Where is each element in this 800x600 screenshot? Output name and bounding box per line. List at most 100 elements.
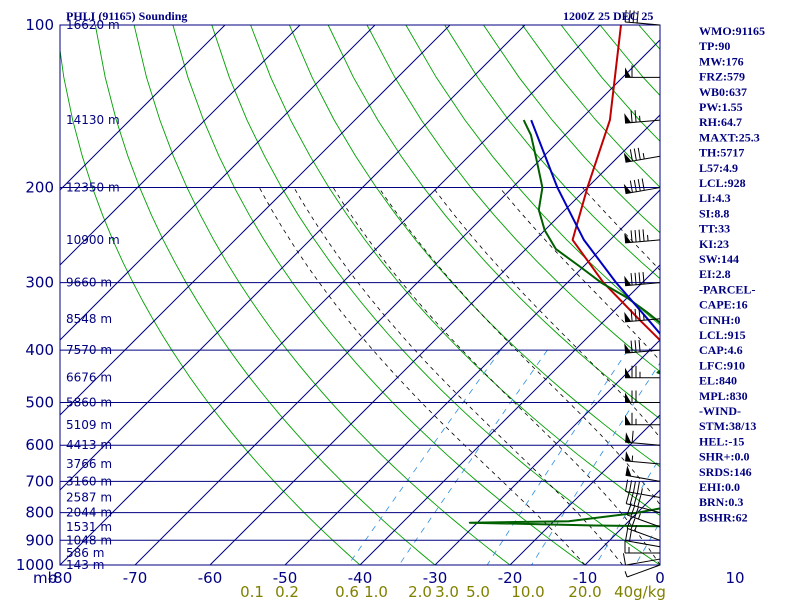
temperature-tick-label: 0 (655, 569, 665, 587)
height-label: 5860 m (66, 395, 112, 409)
dry-adiabat-line (405, 25, 660, 326)
pressure-tick-label: 600 (25, 436, 54, 454)
temperature-tick-label: 10 (725, 569, 744, 587)
index-readout: -PARCEL- (699, 282, 755, 296)
height-label: 12350 m (66, 181, 120, 195)
index-readout: CAPE:16 (699, 298, 748, 312)
index-readout: CINH:0 (699, 313, 740, 327)
dry-adiabat-line (211, 25, 660, 565)
index-readout: SRDS:146 (699, 465, 752, 479)
isotherm-line (509, 414, 660, 565)
index-readout: WB0:637 (699, 85, 747, 99)
isotherm-line (209, 114, 660, 565)
index-readout: WMO:91165 (699, 24, 765, 38)
temperature-tick-label: -10 (573, 569, 598, 587)
index-readout: BSHR:62 (699, 510, 748, 524)
index-readout: EL:840 (699, 374, 737, 388)
pressure-tick-label: 300 (25, 274, 54, 292)
index-readout: EI:2.8 (699, 267, 731, 281)
height-label: 586 m (66, 546, 104, 560)
moist-adiabat-line (432, 187, 660, 439)
isotherm-line (60, 25, 226, 191)
pressure-tick-label: 100 (25, 16, 54, 34)
isotherm-line (359, 264, 660, 565)
wind-barb (623, 178, 661, 195)
mixing-ratio-label: 20.0 (568, 583, 601, 600)
wind-barb (625, 365, 660, 379)
isotherm-line (60, 25, 376, 341)
mixing-ratio-label: 3.0 (435, 583, 459, 600)
sounding-traces (468, 25, 660, 528)
wind-barb (625, 528, 661, 548)
wind-barb (625, 479, 661, 499)
index-readout: -WIND- (699, 404, 741, 418)
isotherm-line (434, 339, 660, 565)
temperature-tick-label: -50 (273, 569, 298, 587)
index-readout: CAP:4.6 (699, 343, 743, 357)
grid (60, 25, 660, 565)
height-label: 143 m (66, 558, 104, 572)
dewpoint-trace (468, 119, 660, 528)
wind-barb (624, 540, 660, 554)
mixing-ratio-label: 1.0 (364, 583, 388, 600)
index-readout: MW:176 (699, 54, 744, 68)
isotherm-line (60, 25, 601, 565)
chart-subtitle: 1200Z 25 DEC 25 (563, 9, 653, 23)
moist-adiabat-line (293, 187, 623, 565)
wind-barb (622, 553, 661, 566)
index-readout: STM:38/13 (699, 419, 756, 433)
mixing-ratio-label: 0.1 (240, 583, 264, 600)
isotherm-line (60, 25, 451, 416)
dry-adiabat-line (288, 25, 660, 468)
index-readout: SHR+:0.0 (699, 450, 750, 464)
height-label: 4413 m (66, 438, 112, 452)
wind-barb (624, 564, 661, 578)
pressure-tick-label: 500 (25, 393, 54, 411)
wind-barb (626, 503, 661, 528)
wind-barb (625, 450, 661, 465)
temperature-tick-label: -20 (498, 569, 523, 587)
index-readout: KI:23 (699, 237, 729, 251)
wind-barb (624, 308, 661, 323)
pressure-tick-label: 200 (25, 179, 54, 197)
height-label: 5109 m (66, 418, 112, 432)
wind-barb (625, 412, 660, 426)
dry-adiabats (60, 25, 660, 565)
pressure-tick-label: 1000 (16, 556, 54, 574)
wind-barb (623, 147, 661, 163)
dry-adiabat-line (444, 25, 660, 280)
isotherm-line (134, 39, 660, 565)
wind-barbs (622, 9, 661, 578)
dry-adiabat-line (366, 25, 660, 373)
index-readout: LI:4.3 (699, 191, 731, 205)
index-readout: EHI:0.0 (699, 480, 740, 494)
pressure-tick-label: 400 (25, 341, 54, 359)
mixing-ratio-label: 5.0 (466, 583, 490, 600)
wind-barb (626, 516, 661, 541)
index-readout: PW:1.55 (699, 100, 743, 114)
wind-barb (625, 390, 660, 403)
wind-barb (624, 339, 661, 354)
pressure-tick-label: 700 (25, 472, 54, 490)
index-readout: LFC:910 (699, 358, 745, 372)
height-label: 2587 m (66, 491, 112, 505)
wind-barb (625, 465, 661, 482)
mixing-ratio-label: 0.6 (335, 583, 359, 600)
height-label: 6676 m (66, 371, 112, 385)
wind-barb (624, 110, 661, 124)
plot-frame (59, 24, 661, 566)
temperature-tick-label: -70 (123, 569, 148, 587)
index-readout: SI:8.8 (699, 206, 729, 220)
wind-barb (624, 9, 661, 26)
index-readout: TH:5717 (699, 146, 744, 160)
dry-adiabat-line (327, 25, 660, 420)
mixing-ratio-label: 0.2 (275, 583, 299, 600)
dry-adiabat-line (133, 25, 511, 565)
height-label: 14130 m (66, 113, 120, 127)
temperature-tick-label: -40 (348, 569, 373, 587)
index-readout: SW:144 (699, 252, 739, 266)
axis-unit-label: mb (33, 569, 57, 587)
isotherm-line (284, 189, 660, 565)
